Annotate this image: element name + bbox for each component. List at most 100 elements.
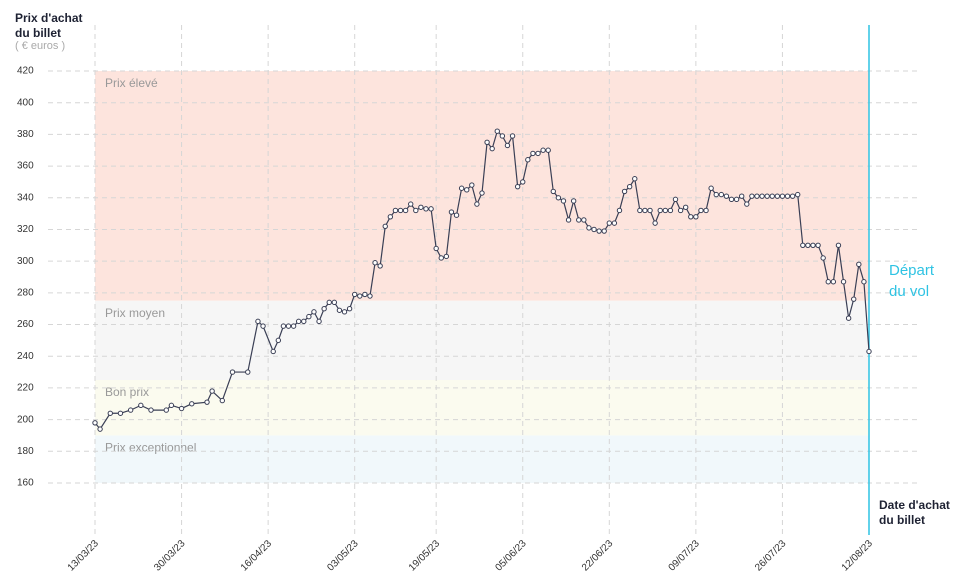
price-point [469, 182, 475, 188]
y-tick-label: 380 [17, 129, 34, 140]
price-point [418, 204, 424, 210]
price-point [713, 191, 719, 198]
price-point [504, 142, 511, 149]
price-point [825, 279, 831, 285]
band-label: Prix élevé [105, 76, 158, 90]
price-point [856, 261, 862, 268]
price-point [168, 402, 175, 409]
price-point [413, 207, 419, 214]
departure-label: Départ du vol [889, 262, 935, 300]
price-point [163, 407, 169, 413]
price-point [331, 299, 338, 306]
price-point [392, 207, 399, 214]
price-point [754, 193, 760, 199]
price-point [397, 207, 404, 214]
price-point [443, 253, 450, 260]
y-tick-label: 160 [17, 478, 34, 489]
price-point [550, 188, 556, 195]
price-point [616, 207, 623, 214]
price-point [576, 217, 582, 223]
price-point [97, 426, 103, 432]
price-point [718, 191, 725, 198]
price-point [851, 296, 857, 302]
price-point [387, 214, 394, 220]
price-point [372, 260, 378, 266]
price-point [351, 291, 358, 298]
price-point [830, 279, 837, 285]
price-point [784, 193, 791, 199]
price-point [316, 318, 322, 325]
price-point [509, 133, 516, 139]
price-point [708, 185, 714, 191]
price-point [423, 206, 429, 212]
price-point [652, 220, 658, 226]
price-point [204, 399, 210, 405]
y-tick-label: 220 [17, 383, 34, 394]
price-point [779, 193, 786, 199]
price-point [677, 207, 684, 214]
price-point [474, 201, 480, 207]
price-point [367, 293, 373, 299]
price-point [769, 193, 775, 199]
price-point [520, 179, 526, 185]
price-point [362, 291, 368, 298]
price-point [489, 145, 495, 152]
price-point [672, 196, 679, 203]
price-point [138, 402, 144, 409]
price-point [759, 193, 765, 199]
price-point [107, 410, 113, 416]
y-tick-label: 180 [17, 446, 34, 457]
x-tick-label: 22/06/23 [580, 538, 616, 574]
y-tick-label: 340 [17, 192, 34, 203]
price-point [723, 193, 730, 199]
price-point [357, 293, 363, 299]
x-tick-label: 12/08/23 [840, 538, 876, 574]
price-point [301, 318, 307, 325]
price-point [189, 401, 195, 407]
price-point [295, 318, 302, 325]
price-point [484, 139, 490, 146]
price-point [789, 193, 796, 199]
y-tick-label: 320 [17, 224, 34, 235]
y-tick-label: 400 [17, 97, 34, 108]
price-point [820, 255, 826, 261]
price-point [744, 201, 750, 207]
price-point [800, 242, 806, 249]
price-point [738, 193, 745, 199]
x-tick-label: 09/07/23 [667, 538, 703, 574]
price-point [311, 309, 317, 315]
price-point [840, 279, 847, 285]
y-tick-label: 300 [17, 256, 34, 267]
x-tick-label: 05/06/23 [493, 538, 529, 574]
price-point [560, 198, 567, 204]
x-axis-title: Date d'achat du billet [879, 498, 950, 527]
price-point [346, 305, 353, 312]
price-point [377, 263, 383, 269]
price-point [621, 188, 628, 195]
price-point [433, 245, 439, 252]
y-tick-label: 240 [17, 351, 34, 362]
price-point [764, 193, 770, 199]
price-point [805, 242, 811, 249]
price-point [438, 255, 444, 261]
price-point [606, 220, 613, 226]
x-tick-label: 13/03/23 [66, 538, 102, 574]
price-point [255, 318, 261, 325]
price-point [336, 307, 343, 313]
x-tick-label: 16/04/23 [239, 538, 275, 574]
price-point [861, 279, 867, 285]
y-tick-label: 360 [17, 161, 34, 172]
price-point [728, 196, 735, 203]
y-tick-label: 280 [17, 287, 34, 298]
price-point [530, 150, 536, 157]
price-point [698, 207, 704, 214]
price-point [321, 305, 327, 312]
x-tick-label: 19/05/23 [407, 538, 443, 574]
x-tick-label: 03/05/23 [325, 538, 361, 574]
price-point [570, 198, 577, 204]
price-point [693, 214, 699, 220]
band-label: Bon prix [105, 385, 149, 399]
price-point [632, 176, 638, 182]
